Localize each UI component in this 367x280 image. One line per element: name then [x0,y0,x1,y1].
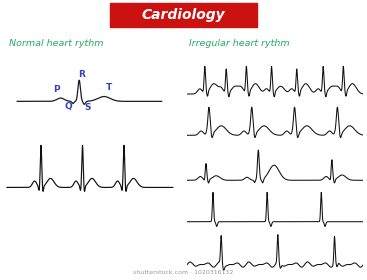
Text: Q: Q [65,102,73,111]
Text: T: T [106,83,112,92]
Text: S: S [84,103,91,112]
Text: Cardiology: Cardiology [142,8,225,22]
Text: R: R [78,70,85,79]
Text: Normal heart rythm: Normal heart rythm [9,39,103,48]
Text: P: P [53,85,60,94]
Text: Irregular heart rythm: Irregular heart rythm [189,39,290,48]
Text: shutterstock.com · 1020316132: shutterstock.com · 1020316132 [133,270,234,275]
